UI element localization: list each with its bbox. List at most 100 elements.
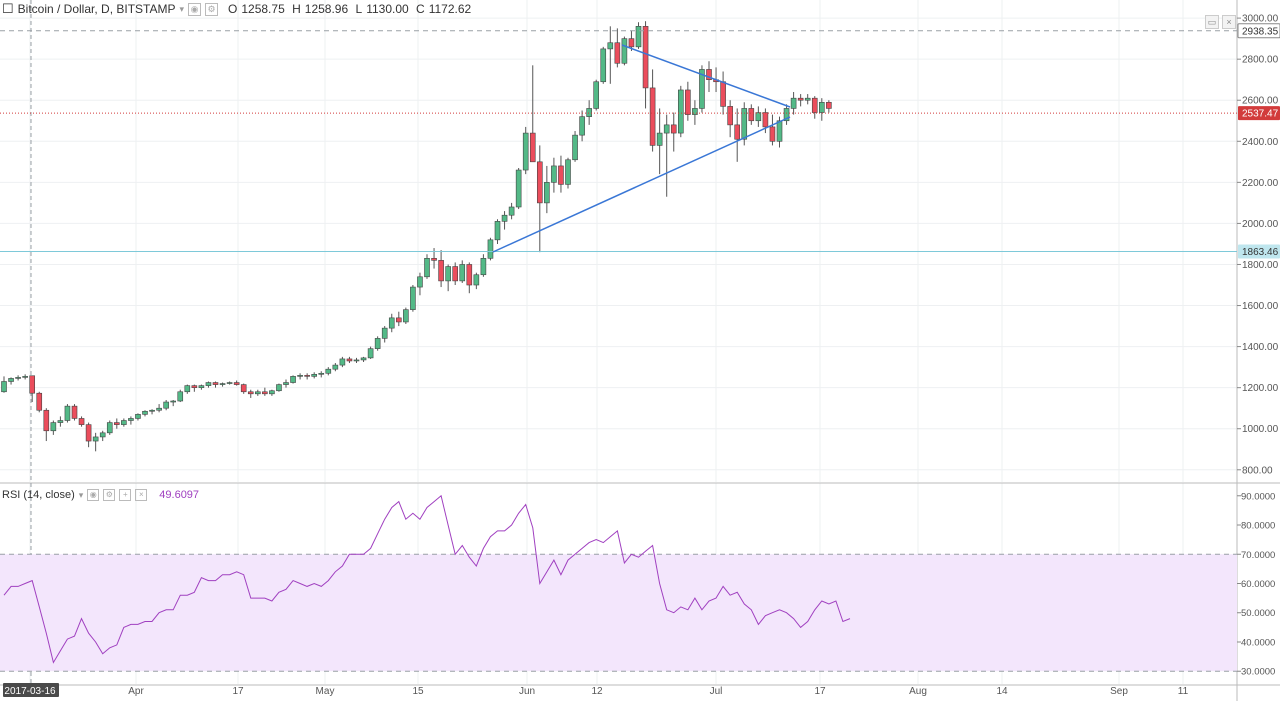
candle-body <box>431 258 437 261</box>
date-tick-label: 14 <box>996 686 1008 697</box>
candle-body <box>536 161 543 204</box>
candle-body <box>544 182 550 204</box>
candle-body <box>818 101 825 113</box>
candle-body <box>811 97 818 113</box>
candle-body <box>381 327 388 339</box>
candle-body <box>332 364 339 370</box>
candle-body <box>551 165 557 183</box>
candle-body <box>621 38 628 64</box>
price-tick-label: 2400.00 <box>1242 137 1279 148</box>
candle-body <box>797 97 804 101</box>
eye-icon[interactable]: ◉ <box>188 2 202 16</box>
candle-body <box>163 401 169 409</box>
date-tick-label: 2017-03-16 <box>4 686 56 697</box>
candle-body <box>572 134 578 161</box>
candle-body <box>71 405 78 419</box>
candle-body <box>311 374 318 377</box>
candle-body <box>706 69 712 80</box>
candle-body <box>219 383 226 385</box>
axes: 800.00 1000.00 1200.00 1400.00 1600.00 1800.0… <box>3 14 1279 697</box>
candle-body <box>762 112 769 128</box>
settings-icon[interactable]: ⚙ <box>205 2 219 16</box>
candle-body <box>663 124 670 134</box>
candle-body <box>262 391 268 395</box>
candle-body <box>826 101 832 109</box>
candle-body <box>515 169 522 208</box>
candle-body <box>445 266 451 282</box>
candle-body <box>508 206 515 216</box>
candle-body <box>240 384 247 393</box>
candle-body <box>156 407 162 411</box>
candle-body <box>699 69 705 109</box>
price-tick-label: 1600.00 <box>1242 301 1279 312</box>
candle-body <box>269 390 275 395</box>
symbol-title[interactable]: Bitcoin / Dollar, D, BITSTAMP <box>17 2 176 16</box>
price-tick-label: 1000.00 <box>1242 424 1279 435</box>
date-tick-label: 17 <box>232 686 244 697</box>
close-icon[interactable]: × <box>135 489 148 501</box>
rsi-legend: RSI (14, close) ▾ ◉ ⚙ + × 49.6097 <box>2 489 199 501</box>
svg-text:2938.35: 2938.35 <box>1242 26 1279 37</box>
top-price-badge: 2938.35 <box>1237 23 1280 39</box>
candle-body <box>438 260 444 282</box>
candle-body <box>748 108 755 122</box>
candle-body <box>99 432 106 438</box>
candle-body <box>522 132 529 171</box>
date-tick-label: 15 <box>412 686 424 697</box>
candle-body <box>191 385 198 388</box>
candle-body <box>339 358 346 366</box>
candle-body <box>593 81 600 109</box>
rsi-title[interactable]: RSI (14, close) <box>2 489 75 501</box>
rsi-value: 49.6097 <box>159 489 200 501</box>
high-value: 1258.96 <box>304 2 349 16</box>
candle-body <box>755 112 762 122</box>
candle-body <box>290 376 296 383</box>
settings-icon[interactable]: ⚙ <box>103 489 116 501</box>
candles <box>1 21 832 452</box>
chevron-down-icon[interactable]: ▾ <box>78 489 84 500</box>
candle-body <box>628 38 635 48</box>
candle-body <box>410 286 416 310</box>
candle-body <box>360 357 367 361</box>
candle-body <box>149 409 155 412</box>
price-tick-label: 800.00 <box>1242 465 1273 476</box>
candle-body <box>92 436 99 442</box>
candle-body <box>783 108 790 122</box>
candle-body <box>247 391 254 395</box>
candle-body <box>558 165 564 185</box>
candle-body <box>128 418 134 421</box>
candle-body <box>473 274 480 286</box>
price-tick-label: 2800.00 <box>1242 55 1279 66</box>
candle-body <box>529 132 536 163</box>
price-tick-label: 1400.00 <box>1242 342 1279 353</box>
collapse-icon[interactable]: ☐ <box>2 1 14 16</box>
candle-body <box>459 264 466 282</box>
lower-trendline <box>492 116 791 253</box>
maximize-pane-icon[interactable]: ▭ <box>1205 15 1219 29</box>
date-tick-label: Jul <box>710 686 723 697</box>
candle-body <box>367 348 374 359</box>
close-label: C <box>416 2 425 16</box>
candle-body <box>607 42 614 50</box>
date-tick-label: Aug <box>909 686 927 697</box>
candle-body <box>656 132 663 146</box>
candle-body <box>685 89 691 115</box>
candle-body <box>233 382 240 385</box>
close-pane-icon[interactable]: × <box>1222 15 1236 29</box>
svg-text:2537.47: 2537.47 <box>1242 109 1279 120</box>
candle-body <box>304 375 310 377</box>
candle-body <box>374 338 381 349</box>
date-tick-label: Apr <box>128 686 144 697</box>
candle-body <box>318 372 325 375</box>
candle-body <box>720 81 726 107</box>
candle-body <box>790 97 797 109</box>
add-icon[interactable]: + <box>119 489 132 501</box>
candle-body <box>226 382 233 384</box>
candle-body <box>43 409 50 432</box>
candle-body <box>283 382 289 385</box>
candle-body <box>395 317 402 323</box>
chevron-down-icon[interactable]: ▾ <box>179 3 185 14</box>
eye-icon[interactable]: ◉ <box>87 489 100 501</box>
